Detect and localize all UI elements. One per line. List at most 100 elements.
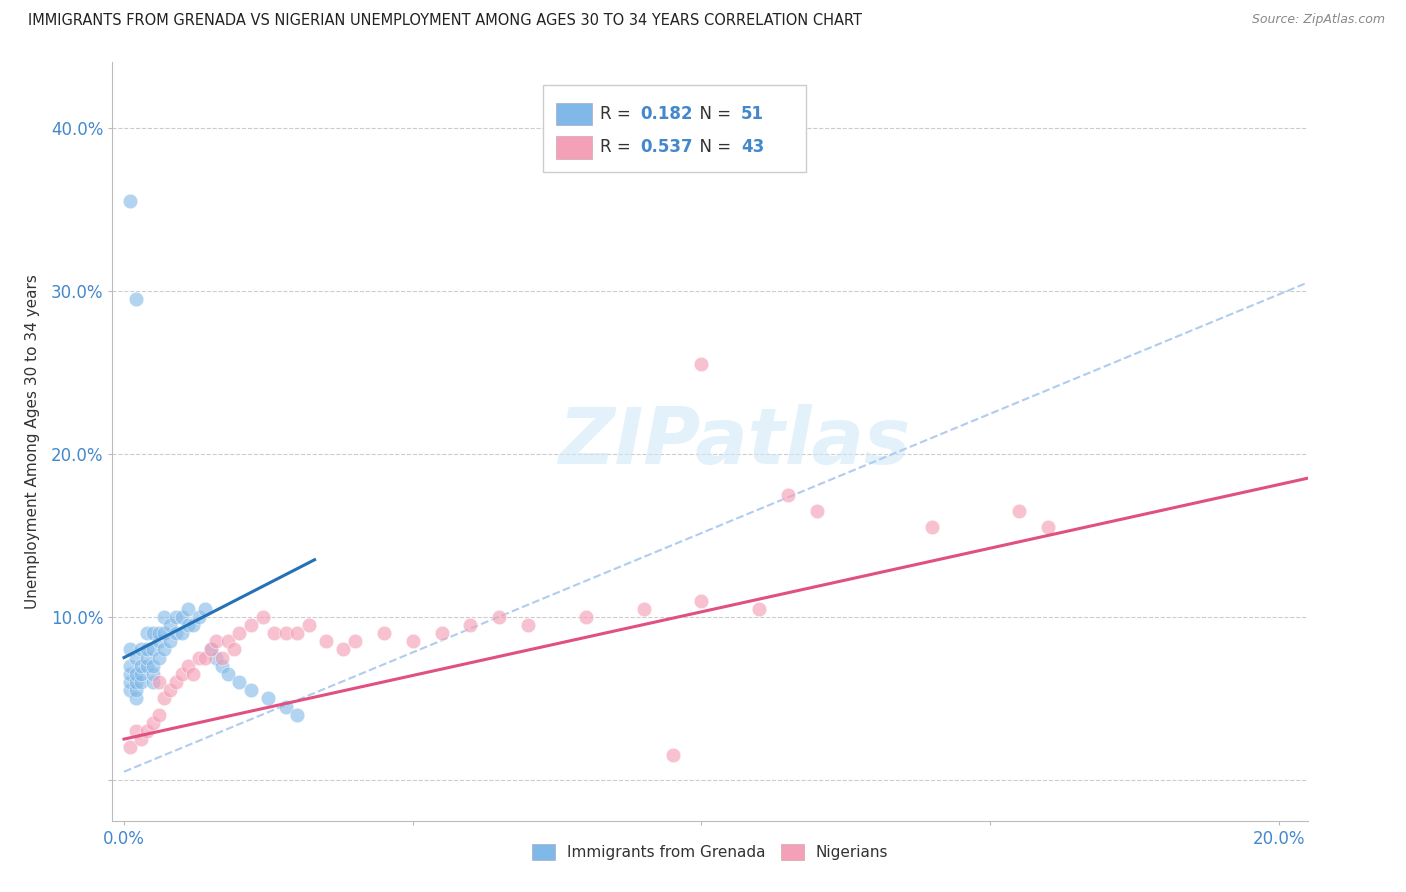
Point [136, 723, 159, 738]
Point [257, 691, 280, 706]
Point [153, 626, 176, 640]
Point [124, 691, 146, 706]
Point [153, 691, 176, 706]
Point [159, 618, 181, 632]
Point [1036, 520, 1059, 534]
Point [343, 634, 366, 648]
Point [131, 666, 153, 681]
Point [136, 626, 159, 640]
Point [176, 618, 198, 632]
Point [222, 642, 245, 657]
Point [148, 675, 170, 690]
FancyBboxPatch shape [555, 103, 592, 126]
Point [165, 675, 187, 690]
Point [148, 634, 170, 648]
Point [136, 650, 159, 665]
Point [165, 626, 187, 640]
Point [921, 520, 943, 534]
Point [153, 610, 176, 624]
FancyBboxPatch shape [555, 136, 592, 159]
Text: N =: N = [689, 105, 735, 123]
Text: Source: ZipAtlas.com: Source: ZipAtlas.com [1251, 13, 1385, 27]
Point [142, 626, 165, 640]
Point [148, 650, 170, 665]
Point [194, 601, 217, 615]
Point [460, 618, 482, 632]
Point [211, 658, 233, 673]
Point [165, 610, 187, 624]
Point [274, 699, 297, 714]
Point [315, 634, 337, 648]
Point [118, 642, 141, 657]
Point [575, 610, 598, 624]
Point [148, 626, 170, 640]
Text: 0.182: 0.182 [641, 105, 693, 123]
Point [118, 666, 141, 681]
Point [118, 740, 141, 755]
Text: R =: R = [600, 138, 636, 156]
Point [661, 748, 683, 763]
Point [176, 658, 198, 673]
Point [118, 658, 141, 673]
Point [776, 487, 799, 501]
Text: N =: N = [689, 138, 735, 156]
Point [373, 626, 395, 640]
Point [124, 683, 146, 698]
Point [430, 626, 453, 640]
Point [118, 194, 141, 208]
Text: ZIPatlas: ZIPatlas [558, 403, 910, 480]
Point [285, 626, 308, 640]
Legend: Immigrants from Grenada, Nigerians: Immigrants from Grenada, Nigerians [526, 838, 894, 866]
Point [402, 634, 425, 648]
Point [131, 675, 153, 690]
Point [211, 650, 233, 665]
Text: 0.537: 0.537 [641, 138, 693, 156]
Point [217, 666, 239, 681]
Point [142, 658, 165, 673]
Point [298, 618, 321, 632]
Point [690, 593, 713, 607]
Point [118, 675, 141, 690]
Point [131, 732, 153, 747]
Text: 51: 51 [741, 105, 763, 123]
Point [252, 610, 274, 624]
Point [124, 675, 146, 690]
Point [188, 650, 211, 665]
Point [170, 626, 193, 640]
Point [181, 666, 204, 681]
Point [1008, 504, 1031, 518]
Text: R =: R = [600, 105, 636, 123]
Point [205, 634, 228, 648]
Point [690, 357, 713, 371]
Text: 43: 43 [741, 138, 765, 156]
Point [142, 675, 165, 690]
Point [228, 626, 250, 640]
Point [153, 642, 176, 657]
Point [200, 642, 222, 657]
Point [170, 666, 193, 681]
Point [205, 650, 228, 665]
Point [806, 504, 828, 518]
Point [131, 642, 153, 657]
Point [274, 626, 297, 640]
Point [136, 642, 159, 657]
Point [124, 650, 146, 665]
Point [263, 626, 285, 640]
Point [170, 610, 193, 624]
Point [200, 642, 222, 657]
Point [517, 618, 540, 632]
Point [118, 683, 141, 698]
Point [136, 658, 159, 673]
Point [181, 618, 204, 632]
Point [240, 618, 263, 632]
Point [240, 683, 263, 698]
Point [124, 666, 146, 681]
Point [159, 683, 181, 698]
Point [228, 675, 250, 690]
Point [188, 610, 211, 624]
Point [142, 642, 165, 657]
Point [159, 634, 181, 648]
FancyBboxPatch shape [543, 85, 806, 172]
Text: IMMIGRANTS FROM GRENADA VS NIGERIAN UNEMPLOYMENT AMONG AGES 30 TO 34 YEARS CORRE: IMMIGRANTS FROM GRENADA VS NIGERIAN UNEM… [28, 13, 862, 29]
Point [488, 610, 510, 624]
